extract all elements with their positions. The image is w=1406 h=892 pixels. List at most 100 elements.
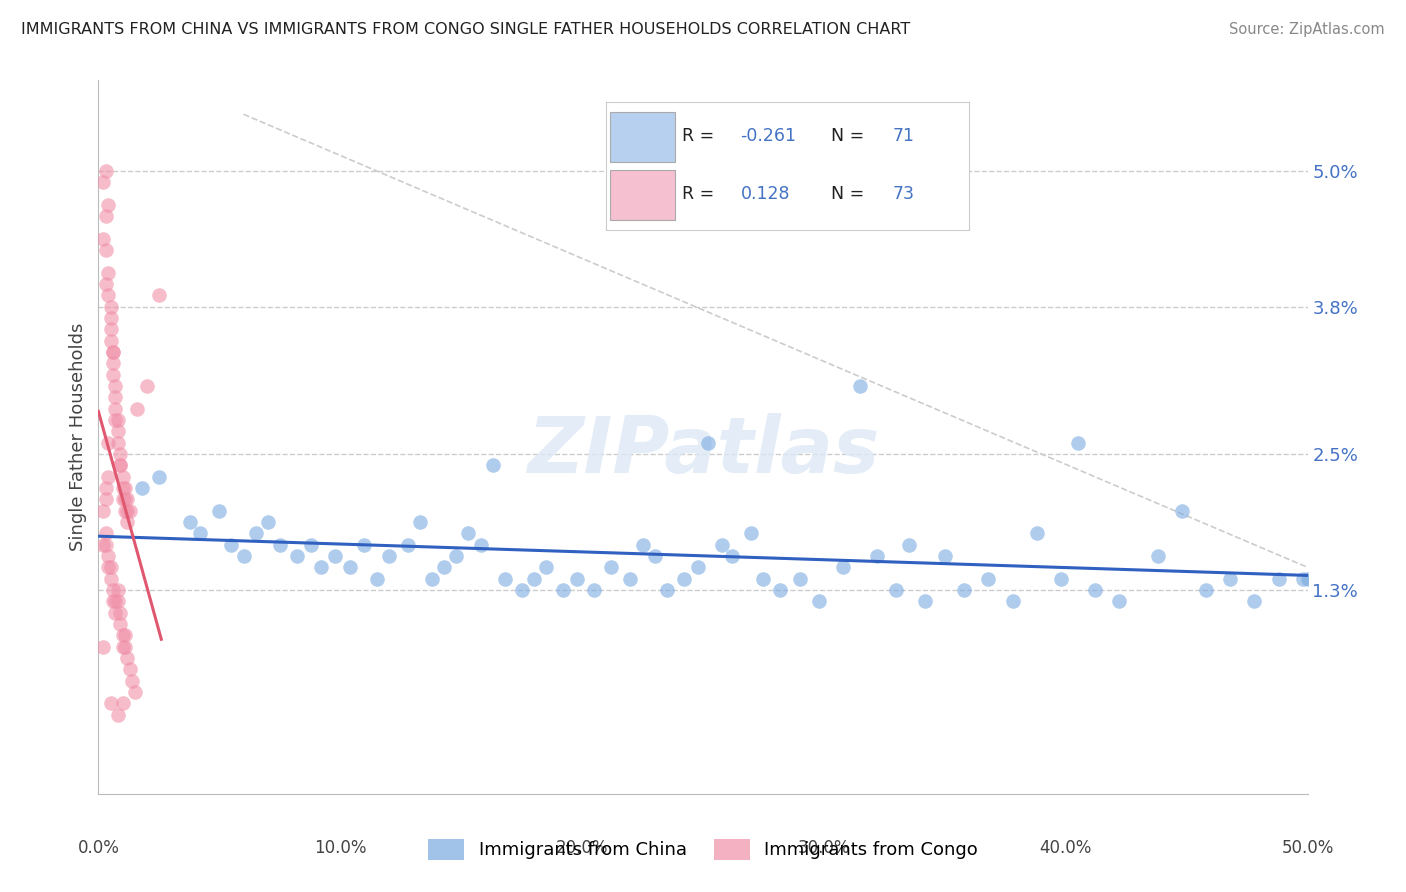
Point	[97, 198, 120, 212]
Point	[470, 538, 492, 552]
Point	[101, 582, 124, 597]
Point	[101, 345, 124, 359]
Point	[953, 582, 976, 597]
Text: ZIPatlas: ZIPatlas	[527, 413, 879, 490]
Point	[886, 582, 908, 597]
Point	[117, 515, 139, 529]
Point	[534, 560, 557, 574]
Point	[100, 696, 122, 710]
Point	[148, 469, 170, 483]
Point	[104, 606, 127, 620]
Point	[107, 582, 129, 597]
Point	[688, 560, 710, 574]
Point	[100, 322, 122, 336]
Point	[1050, 572, 1073, 586]
Point	[396, 538, 419, 552]
Text: 40.0%: 40.0%	[1039, 839, 1092, 857]
Point	[523, 572, 546, 586]
Point	[114, 628, 136, 642]
Point	[1296, 572, 1319, 586]
Point	[108, 606, 131, 620]
Point	[124, 685, 146, 699]
Point	[94, 209, 117, 223]
Point	[866, 549, 889, 563]
Point	[114, 492, 136, 507]
Point	[108, 458, 131, 473]
Point	[118, 504, 141, 518]
Point	[100, 334, 122, 348]
Point	[101, 368, 124, 382]
Point	[117, 651, 139, 665]
Point	[97, 266, 120, 280]
Point	[118, 662, 141, 676]
Point	[114, 504, 136, 518]
Point	[1243, 594, 1265, 608]
Point	[107, 413, 129, 427]
Point	[114, 640, 136, 654]
Point	[711, 538, 734, 552]
Point	[94, 277, 117, 292]
Text: IMMIGRANTS FROM CHINA VS IMMIGRANTS FROM CONGO SINGLE FATHER HOUSEHOLDS CORRELAT: IMMIGRANTS FROM CHINA VS IMMIGRANTS FROM…	[21, 22, 910, 37]
Point	[433, 560, 456, 574]
Point	[977, 572, 1000, 586]
Point	[1025, 526, 1047, 541]
Point	[131, 481, 153, 495]
Point	[339, 560, 361, 574]
Point	[1292, 572, 1315, 586]
Point	[100, 560, 122, 574]
Point	[1195, 582, 1218, 597]
Point	[655, 582, 678, 597]
Text: 20.0%: 20.0%	[555, 839, 609, 857]
Point	[108, 447, 131, 461]
Y-axis label: Single Father Households: Single Father Households	[69, 323, 87, 551]
Point	[188, 526, 211, 541]
Point	[91, 538, 114, 552]
Point	[269, 538, 291, 552]
Point	[696, 435, 718, 450]
Legend: Immigrants from China, Immigrants from Congo: Immigrants from China, Immigrants from C…	[420, 831, 986, 867]
Point	[619, 572, 641, 586]
Point	[420, 572, 443, 586]
Point	[934, 549, 956, 563]
Point	[107, 594, 129, 608]
Point	[256, 515, 278, 529]
Point	[97, 288, 120, 302]
Point	[325, 549, 347, 563]
Point	[551, 582, 574, 597]
Point	[108, 458, 131, 473]
Point	[94, 164, 117, 178]
Point	[111, 481, 134, 495]
Point	[672, 572, 695, 586]
Point	[208, 504, 231, 518]
Point	[104, 379, 127, 393]
Point	[107, 707, 129, 722]
Point	[100, 572, 122, 586]
Point	[1108, 594, 1130, 608]
Point	[114, 481, 136, 495]
Point	[377, 549, 399, 563]
Point	[1067, 435, 1090, 450]
Point	[285, 549, 308, 563]
Point	[832, 560, 855, 574]
Point	[1001, 594, 1024, 608]
Point	[111, 469, 134, 483]
Point	[409, 515, 432, 529]
Point	[299, 538, 322, 552]
Text: Source: ZipAtlas.com: Source: ZipAtlas.com	[1229, 22, 1385, 37]
Point	[510, 582, 533, 597]
Point	[104, 594, 127, 608]
Point	[97, 435, 120, 450]
Point	[91, 175, 114, 189]
Point	[94, 243, 117, 257]
Point	[107, 425, 129, 439]
Point	[111, 492, 134, 507]
Point	[104, 391, 127, 405]
Point	[117, 504, 139, 518]
Point	[94, 492, 117, 507]
Point	[583, 582, 606, 597]
Point	[897, 538, 920, 552]
Point	[752, 572, 775, 586]
Point	[111, 696, 134, 710]
Point	[97, 549, 120, 563]
Point	[808, 594, 831, 608]
